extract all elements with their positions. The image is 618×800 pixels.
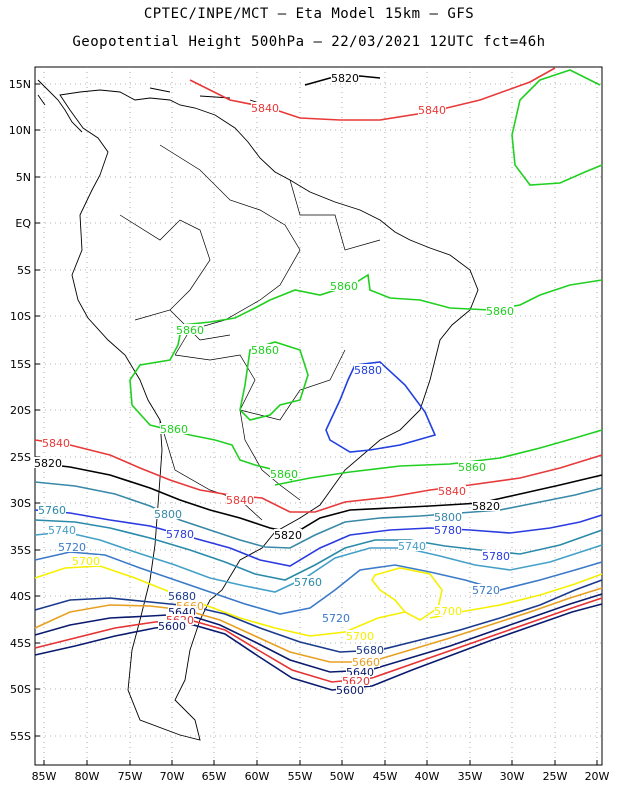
lon-label: 60W	[245, 770, 270, 783]
contour-label: 5700	[434, 605, 462, 618]
contour-label: 5760	[38, 504, 66, 517]
contour-label: 5880	[354, 364, 382, 377]
contour-label: 5820	[472, 500, 500, 513]
lat-label: 15S	[10, 358, 31, 371]
contour-label: 5840	[438, 485, 466, 498]
contour-label: 5860	[458, 461, 486, 474]
lon-label: 85W	[32, 770, 57, 783]
contour-label: 5600	[336, 684, 364, 697]
contour-5880	[325, 361, 437, 453]
contour-5860-main	[129, 273, 603, 481]
contour-label: 5740	[398, 540, 426, 553]
lat-label: EQ	[15, 217, 31, 230]
lat-label: 15N	[9, 78, 31, 91]
lat-label: 45S	[10, 637, 31, 650]
contour-5720	[34, 551, 603, 615]
contour-label: 5860	[176, 324, 204, 337]
contour-label: 5840	[251, 102, 279, 115]
contour-label: 5840	[42, 437, 70, 450]
contour-label: 5780	[482, 550, 510, 563]
contour-5860-ne	[511, 69, 603, 186]
contour-label: 5780	[434, 524, 462, 537]
lon-label: 40W	[415, 770, 440, 783]
contour-5780	[34, 509, 603, 567]
map-frame	[34, 66, 603, 766]
central-america-outline	[37, 79, 83, 133]
contour-5620	[34, 597, 603, 683]
contour-5700-loop	[371, 567, 443, 621]
lat-label: 30S	[10, 497, 31, 510]
lat-label: 20S	[10, 404, 31, 417]
contour-5680	[34, 579, 603, 653]
lat-label: 35S	[10, 544, 31, 557]
map-title-line1: CPTEC/INPE/MCT – Eta Model 15km – GFS	[143, 6, 475, 22]
south-america-outline	[59, 89, 479, 741]
contour-label: 5780	[166, 528, 194, 541]
lon-label: 70W	[160, 770, 185, 783]
lon-label: 30W	[500, 770, 525, 783]
lat-label: 55S	[10, 730, 31, 743]
lat-label: 50S	[10, 683, 31, 696]
contour-5660	[34, 587, 603, 663]
contour-label: 5720	[58, 541, 86, 554]
lon-label: 50W	[330, 770, 355, 783]
contour-5860-south	[274, 429, 603, 486]
contour-label: 5860	[251, 344, 279, 357]
lat-label: 40S	[10, 590, 31, 603]
longitude-labels: 85W 80W 75W 70W 65W 60W 55W 50W 45W 40W 35W 30W 25W 2…	[32, 760, 610, 783]
contour-5700-west	[34, 565, 406, 637]
contour-5860-inner	[239, 341, 309, 421]
contour-5640	[34, 593, 603, 673]
contour-label: 5840	[226, 494, 254, 507]
contour-label: 5800	[434, 511, 462, 524]
contour-label: 5820	[34, 457, 62, 470]
contour-label: 5680	[168, 590, 196, 603]
lon-label: 80W	[75, 770, 100, 783]
lat-label: 5S	[17, 264, 31, 277]
contour-label: 5700	[346, 630, 374, 643]
latitude-labels: 15N 10N 5N EQ 5S 10S 15S 20S 25S 30S 35S 40S 45S 50S 5…	[9, 78, 40, 743]
contour-label: 5820	[274, 529, 302, 542]
lon-label: 35W	[458, 770, 483, 783]
lon-label: 75W	[118, 770, 143, 783]
contour-label: 5720	[472, 584, 500, 597]
contour-label: 5860	[270, 468, 298, 481]
contour-value-labels: 5820 5840 5840 5860 5860 5860 5860 5860 5860 5860…	[34, 72, 514, 697]
contour-label: 5800	[154, 508, 182, 521]
contour-label: 5860	[486, 305, 514, 318]
contour-label: 5600	[158, 620, 186, 633]
lon-label: 55W	[288, 770, 313, 783]
lat-label: 25S	[10, 451, 31, 464]
contour-label: 5860	[160, 423, 188, 436]
contour-label: 5820	[331, 72, 359, 85]
lon-label: 45W	[373, 770, 398, 783]
contour-label: 5740	[48, 524, 76, 537]
lat-label: 5N	[16, 171, 31, 184]
contour-label: 5660	[352, 656, 380, 669]
lat-label: 10S	[10, 310, 31, 323]
contour-label: 5860	[330, 280, 358, 293]
contour-label: 5760	[294, 576, 322, 589]
contour-label: 5680	[356, 644, 384, 657]
contour-5840-south	[34, 439, 603, 513]
contour-label: 5700	[72, 555, 100, 568]
contour-label: 5840	[418, 104, 446, 117]
lon-label: 25W	[543, 770, 568, 783]
lon-label: 20W	[585, 770, 610, 783]
contour-5600	[34, 603, 603, 691]
map-title-line2: Geopotential Height 500hPa – 22/03/2021 …	[72, 34, 546, 50]
contour-5840-north	[189, 67, 556, 121]
contour-label: 5720	[322, 612, 350, 625]
lon-label: 65W	[202, 770, 227, 783]
contour-5800	[34, 481, 603, 549]
lat-label: 10N	[9, 124, 31, 137]
contour-lines	[34, 67, 603, 691]
